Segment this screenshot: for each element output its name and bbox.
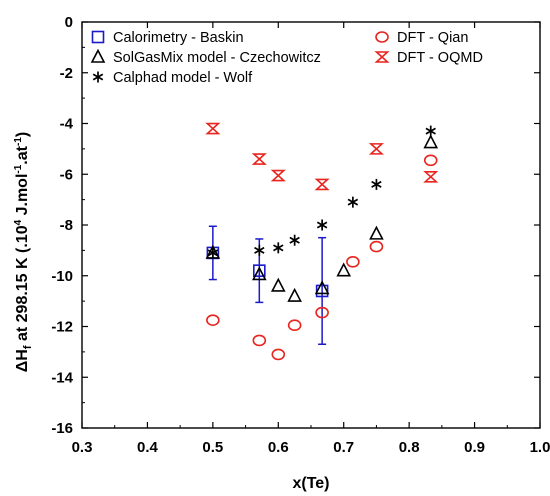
data-point [289, 234, 300, 246]
legend-marker [92, 71, 104, 83]
data-point [287, 319, 302, 332]
legend-item: DFT - Qian [375, 30, 468, 46]
data-point [369, 240, 384, 253]
data-point [287, 287, 302, 302]
data-point [207, 247, 219, 259]
legend-item: SolGasMix model - Czechowitcz [90, 48, 321, 66]
x-tick-label: 0.7 [333, 439, 354, 456]
data-point [316, 219, 328, 231]
x-tick-label: 0.6 [268, 439, 289, 456]
x-axis-title: x(Te) [292, 475, 329, 492]
data-point [205, 122, 221, 135]
y-tick-label: 0 [65, 14, 73, 31]
data-point [251, 266, 267, 281]
legend-label: DFT - Qian [397, 30, 468, 46]
series-dft-qian [206, 154, 438, 361]
legend-marker [91, 30, 105, 44]
legend-marker [90, 48, 106, 63]
x-tick-label: 0.9 [464, 439, 485, 456]
data-marks [205, 122, 439, 361]
y-tick-label: -2 [60, 65, 73, 82]
y-tick-label: -16 [51, 420, 73, 437]
data-point [315, 306, 329, 319]
data-point [253, 264, 266, 277]
data-point [270, 169, 286, 182]
data-point [368, 143, 384, 155]
legend-marker [375, 31, 389, 43]
y-axis-title: ΔHf at 298.15 K (.104 J.mol-1.at-1) [13, 132, 34, 372]
data-point [425, 125, 436, 137]
data-point [371, 178, 382, 190]
legend-item: Calorimetry - Baskin [91, 30, 244, 46]
data-point [336, 262, 352, 277]
x-tick-label: 1.0 [530, 439, 550, 456]
data-point [273, 242, 284, 254]
data-point [206, 314, 220, 326]
series-calphad-model-wolf [207, 125, 436, 259]
data-point [314, 280, 330, 295]
data-point [254, 244, 265, 256]
x-axis: 0.3 0.4 0.5 0.6 0.7 0.8 0.9 1.0 [72, 22, 550, 456]
x-tick-label: 0.8 [399, 439, 420, 456]
data-point [251, 153, 267, 165]
legend-label: SolGasMix model - Czechowitcz [113, 50, 321, 66]
legend-label: Calphad model - Wolf [113, 70, 253, 86]
y-tick-label: -14 [51, 369, 73, 386]
data-point [270, 277, 286, 292]
x-tick-label: 0.5 [202, 439, 223, 456]
legend-item: DFT - OQMD [374, 50, 483, 66]
legend-marker [374, 51, 390, 63]
data-point [423, 154, 438, 167]
x-tick-label: 0.4 [137, 439, 159, 456]
y-tick-label: -10 [51, 268, 73, 285]
series-dft-oqmd [205, 122, 439, 191]
y-tick-label: -6 [60, 166, 73, 183]
data-point [252, 334, 267, 347]
legend-label: Calorimetry - Baskin [113, 30, 244, 46]
data-point [347, 196, 359, 208]
x-tick-label: 0.3 [72, 439, 93, 456]
legend-label: DFT - OQMD [397, 50, 483, 66]
data-point [423, 170, 439, 183]
y-axis: 0 -2 -4 -6 -8 -10 -12 -14 -16 [51, 14, 540, 437]
data-point [271, 348, 286, 361]
y-tick-label: -4 [60, 116, 74, 133]
data-point [423, 134, 439, 149]
y-tick-label: -12 [51, 319, 73, 336]
data-point [346, 255, 360, 268]
legend-item: Calphad model - Wolf [92, 70, 253, 86]
y-tick-label: -8 [60, 217, 73, 234]
data-point [369, 225, 384, 240]
legend: Calorimetry - Baskin SolGasMix model - Cz… [90, 30, 483, 86]
data-point [314, 178, 330, 191]
series-calorimetry-baskin [206, 225, 329, 346]
